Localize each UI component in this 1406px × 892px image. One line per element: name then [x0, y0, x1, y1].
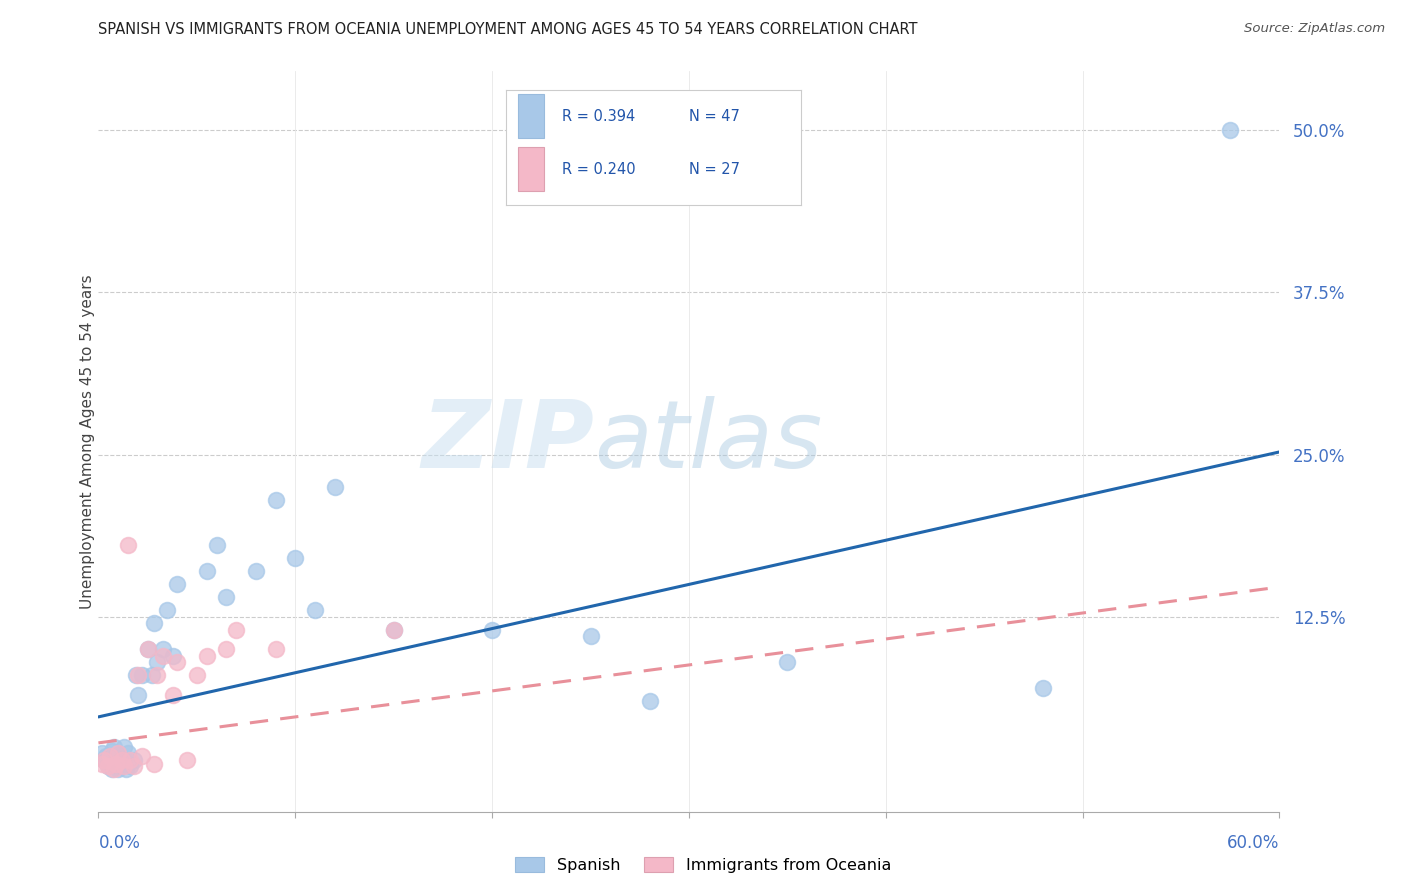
Text: SPANISH VS IMMIGRANTS FROM OCEANIA UNEMPLOYMENT AMONG AGES 45 TO 54 YEARS CORREL: SPANISH VS IMMIGRANTS FROM OCEANIA UNEMP…: [98, 22, 918, 37]
Point: [107, 762, 129, 776]
Point: [225, 623, 247, 637]
Point: [152, 642, 174, 657]
Point: [101, 762, 124, 776]
Point: [118, 759, 141, 773]
Point: [112, 759, 135, 773]
Text: 0.0%: 0.0%: [98, 834, 141, 852]
Point: [195, 648, 218, 663]
Point: [111, 753, 134, 767]
Point: [195, 565, 218, 579]
Point: [112, 753, 135, 767]
Point: [152, 648, 174, 663]
Point: [122, 753, 145, 767]
Point: [304, 603, 326, 617]
Point: [103, 762, 125, 776]
Point: [103, 739, 125, 754]
Point: [101, 744, 124, 758]
Point: [136, 642, 159, 657]
Point: [1032, 681, 1054, 696]
Point: [122, 759, 145, 773]
Legend: Spanish, Immigrants from Oceania: Spanish, Immigrants from Oceania: [509, 851, 897, 880]
Text: 60.0%: 60.0%: [1227, 834, 1279, 852]
Point: [91, 746, 114, 760]
Point: [125, 668, 148, 682]
Point: [105, 759, 128, 773]
Point: [579, 629, 602, 643]
Point: [264, 493, 287, 508]
Point: [118, 753, 141, 767]
Point: [115, 762, 138, 776]
Point: [166, 656, 188, 670]
Point: [146, 668, 169, 682]
Point: [215, 591, 238, 605]
Point: [166, 577, 188, 591]
Point: [91, 756, 114, 771]
Point: [284, 551, 307, 566]
Point: [103, 753, 125, 767]
Point: [97, 759, 120, 773]
Point: [127, 688, 149, 702]
Point: [105, 756, 128, 771]
Point: [382, 623, 405, 637]
Point: [1219, 123, 1241, 137]
Point: [142, 616, 165, 631]
Point: [117, 538, 139, 552]
Point: [107, 748, 129, 763]
Point: [127, 668, 149, 682]
Point: [382, 623, 405, 637]
Point: [98, 756, 121, 771]
Point: [146, 656, 169, 670]
Point: [481, 623, 503, 637]
Point: [245, 565, 267, 579]
Point: [107, 746, 129, 760]
Point: [264, 642, 287, 657]
Point: [111, 759, 134, 773]
Point: [93, 753, 115, 767]
Text: Source: ZipAtlas.com: Source: ZipAtlas.com: [1244, 22, 1385, 36]
Point: [131, 668, 153, 682]
Y-axis label: Unemployment Among Ages 45 to 54 years: Unemployment Among Ages 45 to 54 years: [80, 274, 94, 609]
Point: [776, 656, 799, 670]
Point: [141, 668, 163, 682]
Point: [215, 642, 238, 657]
Point: [205, 538, 228, 552]
Point: [117, 756, 139, 771]
Point: [96, 748, 118, 763]
Text: atlas: atlas: [595, 396, 823, 487]
Point: [131, 748, 153, 763]
Point: [638, 694, 661, 708]
Point: [156, 603, 179, 617]
Point: [112, 739, 135, 754]
Text: ZIP: ZIP: [422, 395, 595, 488]
Point: [117, 746, 139, 760]
Point: [98, 748, 121, 763]
Point: [162, 688, 184, 702]
Point: [323, 480, 346, 494]
Point: [108, 756, 131, 771]
Point: [176, 753, 198, 767]
Point: [93, 753, 115, 767]
Point: [186, 668, 208, 682]
Point: [97, 759, 120, 773]
Point: [136, 642, 159, 657]
Point: [142, 756, 165, 771]
Point: [162, 648, 184, 663]
